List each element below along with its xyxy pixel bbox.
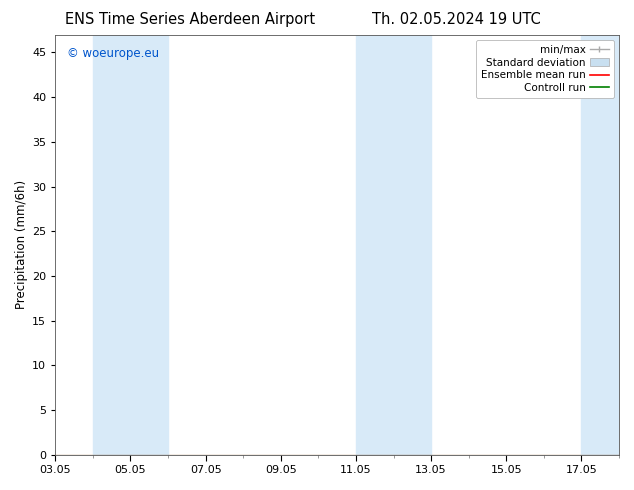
Bar xyxy=(93,35,168,455)
Y-axis label: Precipitation (mm/6h): Precipitation (mm/6h) xyxy=(15,180,28,309)
Text: © woeurope.eu: © woeurope.eu xyxy=(67,47,158,60)
Legend: min/max, Standard deviation, Ensemble mean run, Controll run: min/max, Standard deviation, Ensemble me… xyxy=(476,40,614,98)
Bar xyxy=(581,35,619,455)
Text: ENS Time Series Aberdeen Airport: ENS Time Series Aberdeen Airport xyxy=(65,12,315,27)
Bar xyxy=(356,35,431,455)
Text: Th. 02.05.2024 19 UTC: Th. 02.05.2024 19 UTC xyxy=(372,12,541,27)
